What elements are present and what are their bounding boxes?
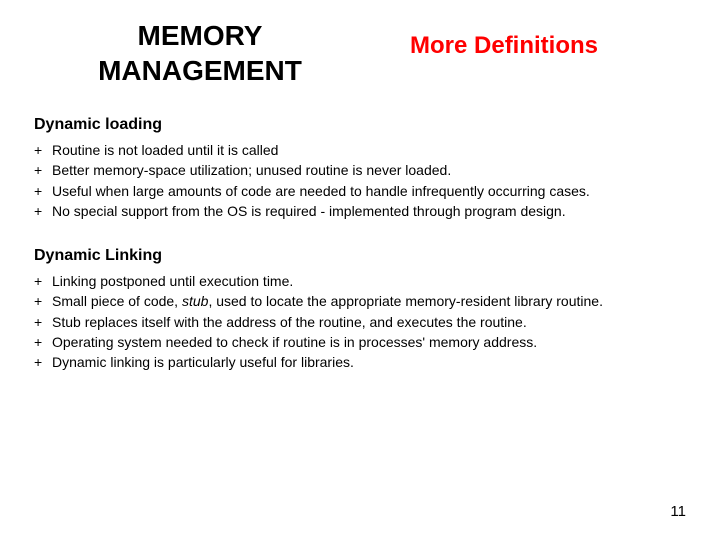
list-item: +Stub replaces itself with the address o… (34, 312, 690, 332)
bullet-icon: + (34, 271, 52, 291)
section-dynamic-loading: Dynamic loading +Routine is not loaded u… (30, 116, 690, 221)
bullet-icon: + (34, 312, 52, 332)
list-item-text: No special support from the OS is requir… (52, 201, 566, 221)
bullet-icon: + (34, 160, 52, 180)
list-item: +Dynamic linking is particularly useful … (34, 352, 690, 372)
bullet-list: +Routine is not loaded until it is calle… (34, 140, 690, 221)
list-item-text: Better memory-space utilization; unused … (52, 160, 451, 180)
list-item: +Small piece of code, stub, used to loca… (34, 291, 690, 311)
bullet-icon: + (34, 332, 52, 352)
list-item-text: Dynamic linking is particularly useful f… (52, 352, 354, 372)
bullet-icon: + (34, 140, 52, 160)
list-item-text: Operating system needed to check if rout… (52, 332, 537, 352)
bullet-icon: + (34, 181, 52, 201)
list-item: +Linking postponed until execution time. (34, 271, 690, 291)
list-item-text: Stub replaces itself with the address of… (52, 312, 527, 332)
page-number: 11 (670, 503, 686, 520)
slide-header: MEMORYMANAGEMENT More Definitions (30, 18, 690, 88)
list-item: +Routine is not loaded until it is calle… (34, 140, 690, 160)
list-item: +Useful when large amounts of code are n… (34, 181, 690, 201)
list-item-text: Small piece of code, stub, used to locat… (52, 291, 603, 311)
subtitle: More Definitions (410, 32, 598, 60)
bullet-icon: + (34, 352, 52, 372)
section-heading: Dynamic Linking (34, 247, 690, 265)
list-item-text: Useful when large amounts of code are ne… (52, 181, 590, 201)
section-dynamic-linking: Dynamic Linking +Linking postponed until… (30, 247, 690, 372)
bullet-list: +Linking postponed until execution time.… (34, 271, 690, 372)
list-item-text: Routine is not loaded until it is called (52, 140, 278, 160)
section-heading: Dynamic loading (34, 116, 690, 134)
main-title: MEMORYMANAGEMENT (60, 18, 340, 88)
bullet-icon: + (34, 201, 52, 221)
list-item: +No special support from the OS is requi… (34, 201, 690, 221)
list-item: +Better memory-space utilization; unused… (34, 160, 690, 180)
bullet-icon: + (34, 291, 52, 311)
list-item: +Operating system needed to check if rou… (34, 332, 690, 352)
list-item-text: Linking postponed until execution time. (52, 271, 293, 291)
